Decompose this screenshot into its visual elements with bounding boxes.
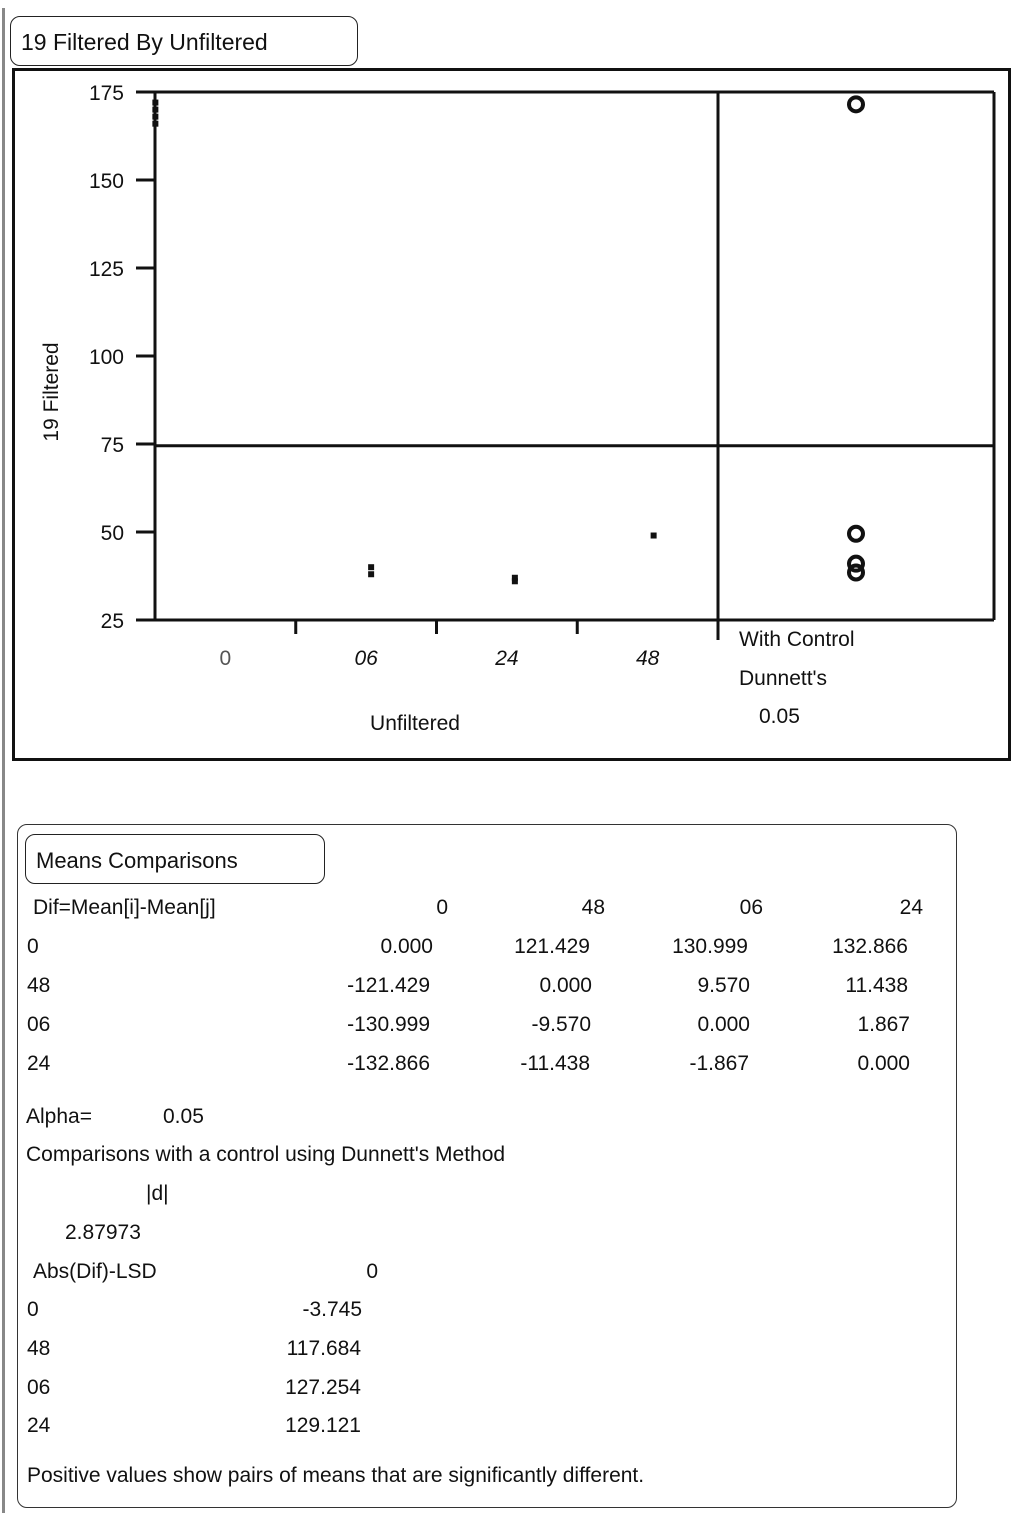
matrix-column-header: 0 bbox=[436, 896, 448, 919]
data-point bbox=[650, 532, 657, 539]
matrix-column-header: 24 bbox=[899, 896, 923, 919]
x-tick-label: 06 bbox=[354, 647, 378, 670]
means-comparisons-title[interactable]: Means Comparisons bbox=[25, 834, 325, 884]
matrix-cell: 121.429 bbox=[514, 935, 590, 958]
lsd-row-label: 48 bbox=[27, 1337, 51, 1360]
matrix-cell: -9.570 bbox=[531, 1013, 591, 1036]
report-title[interactable]: 19 Filtered By Unfiltered bbox=[10, 16, 358, 66]
y-tick-label: 75 bbox=[101, 434, 124, 457]
lsd-cell: 129.121 bbox=[285, 1414, 361, 1437]
matrix-column-header: 48 bbox=[581, 896, 605, 919]
y-tick-label: 100 bbox=[89, 346, 124, 369]
lsd-column-header: 0 bbox=[366, 1260, 378, 1283]
lsd-row-label: 06 bbox=[27, 1376, 51, 1399]
y-axis-label: 19 Filtered bbox=[40, 342, 63, 441]
comparison-circle bbox=[847, 563, 865, 582]
d-value: 2.87973 bbox=[65, 1221, 141, 1244]
chart-frame bbox=[12, 68, 1011, 761]
lsd-row-label: 24 bbox=[27, 1414, 51, 1437]
d-label: |d| bbox=[146, 1182, 169, 1205]
matrix-cell: 0.000 bbox=[857, 1052, 910, 1075]
data-point bbox=[152, 120, 159, 127]
diff-matrix-header: Dif=Mean[i]-Mean[j] bbox=[33, 896, 216, 919]
y-tick-label: 150 bbox=[89, 170, 124, 193]
lsd-header: Abs(Dif)-LSD bbox=[33, 1260, 157, 1283]
matrix-cell: 0.000 bbox=[539, 974, 592, 997]
significance-footnote: Positive values show pairs of means that… bbox=[27, 1464, 645, 1487]
y-tick-label: 175 bbox=[89, 82, 124, 105]
alpha-value: 0.05 bbox=[163, 1105, 204, 1128]
matrix-cell: 9.570 bbox=[697, 974, 750, 997]
matrix-row-label: 48 bbox=[27, 974, 51, 997]
matrix-cell: -130.999 bbox=[347, 1013, 430, 1036]
comparison-circle bbox=[847, 554, 865, 573]
x-tick-label: 0 bbox=[220, 647, 232, 670]
lsd-row-label: 0 bbox=[27, 1298, 39, 1321]
matrix-cell: 132.866 bbox=[832, 935, 908, 958]
comparison-circle bbox=[847, 95, 865, 114]
data-point bbox=[511, 578, 518, 585]
y-tick-label: 125 bbox=[89, 258, 124, 281]
oneway-chart: 175 150 125 100 75 50 25 19 Filtered 0 06 24 48 Unfi… bbox=[40, 82, 996, 735]
matrix-row-label: 24 bbox=[27, 1052, 51, 1075]
data-point bbox=[368, 571, 375, 578]
comparison-method-label: With Control bbox=[739, 628, 855, 651]
x-tick-label: 48 bbox=[636, 647, 660, 670]
x-axis-label: Unfiltered bbox=[370, 712, 460, 735]
matrix-cell: -121.429 bbox=[347, 974, 430, 997]
lsd-cell: -3.745 bbox=[302, 1298, 362, 1321]
means-comparisons-panel bbox=[17, 824, 957, 1508]
lsd-cell: 127.254 bbox=[285, 1376, 361, 1399]
data-point bbox=[152, 113, 159, 120]
matrix-row-label: 06 bbox=[27, 1013, 51, 1036]
report-outline-rule bbox=[2, 8, 5, 1513]
data-point bbox=[152, 99, 159, 106]
comparison-alpha-label: 0.05 bbox=[759, 705, 800, 728]
comparison-circle bbox=[847, 524, 865, 543]
y-tick-label: 25 bbox=[101, 610, 124, 633]
data-point bbox=[152, 106, 159, 113]
alpha-label: Alpha= bbox=[26, 1105, 92, 1128]
x-tick-label: 24 bbox=[494, 647, 518, 670]
data-point bbox=[368, 564, 375, 571]
matrix-cell: 0.000 bbox=[697, 1013, 750, 1036]
matrix-cell: 130.999 bbox=[672, 935, 748, 958]
lsd-cell: 117.684 bbox=[286, 1337, 361, 1360]
data-point bbox=[511, 574, 518, 581]
y-tick-label: 50 bbox=[101, 522, 124, 545]
matrix-row-label: 0 bbox=[27, 935, 39, 958]
comparison-method-label: Dunnett's bbox=[739, 667, 827, 690]
matrix-cell: 1.867 bbox=[857, 1013, 910, 1036]
matrix-cell: 11.438 bbox=[845, 974, 908, 997]
matrix-cell: 0.000 bbox=[380, 935, 433, 958]
dunnett-description: Comparisons with a control using Dunnett… bbox=[26, 1143, 506, 1166]
matrix-column-header: 06 bbox=[739, 896, 763, 919]
matrix-cell: -1.867 bbox=[689, 1052, 749, 1075]
matrix-cell: -132.866 bbox=[347, 1052, 430, 1075]
matrix-cell: -11.438 bbox=[520, 1052, 590, 1075]
